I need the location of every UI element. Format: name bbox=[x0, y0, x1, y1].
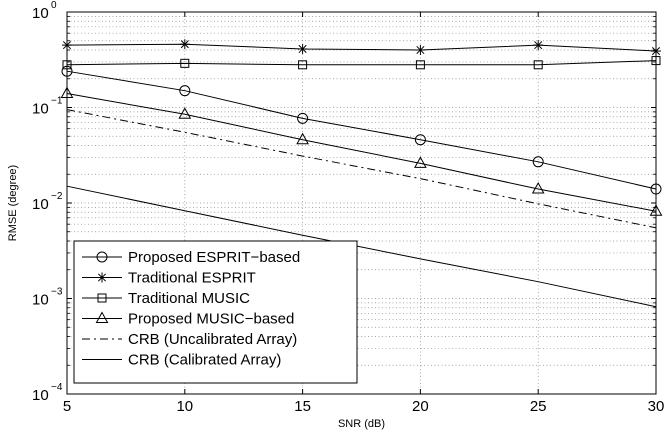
legend-label: Proposed ESPRIT−based bbox=[128, 249, 300, 266]
x-tick-label: 5 bbox=[63, 398, 71, 415]
y-tick-label: 10 bbox=[32, 5, 49, 22]
data-point bbox=[415, 45, 425, 55]
y-tick-exponent: −1 bbox=[51, 96, 63, 107]
y-tick-exponent: −4 bbox=[51, 382, 63, 393]
x-tick-label: 20 bbox=[412, 398, 429, 415]
y-tick-exponent: −3 bbox=[51, 287, 63, 298]
legend: Proposed ESPRIT−based Traditional ESPRIT T… bbox=[74, 241, 357, 383]
y-tick-exponent: 0 bbox=[51, 0, 57, 11]
y-tick-label: 10 bbox=[32, 101, 49, 118]
x-tick-label: 10 bbox=[176, 398, 193, 415]
legend-label: CRB (Uncalibrated Array) bbox=[128, 331, 297, 348]
data-point bbox=[180, 39, 190, 49]
x-tick-label: 25 bbox=[530, 398, 547, 415]
x-tick-label: 30 bbox=[648, 398, 665, 415]
data-point bbox=[533, 40, 543, 50]
legend-marker bbox=[97, 273, 107, 283]
y-tick-label: 10 bbox=[32, 292, 49, 309]
legend-label: Traditional MUSIC bbox=[128, 290, 250, 307]
y-tick-label: 10 bbox=[32, 387, 49, 404]
legend-label: Traditional ESPRIT bbox=[128, 270, 256, 287]
data-point bbox=[298, 44, 308, 54]
y-axis-title: RMSE (degree) bbox=[7, 165, 19, 241]
x-axis-title: SNR (dB) bbox=[338, 418, 385, 430]
legend-label: CRB (Calibrated Array) bbox=[128, 352, 281, 369]
y-tick-exponent: −2 bbox=[51, 191, 63, 202]
legend-label: Proposed MUSIC−based bbox=[128, 311, 294, 328]
y-tick-label: 10 bbox=[32, 196, 49, 213]
x-tick-label: 15 bbox=[294, 398, 311, 415]
